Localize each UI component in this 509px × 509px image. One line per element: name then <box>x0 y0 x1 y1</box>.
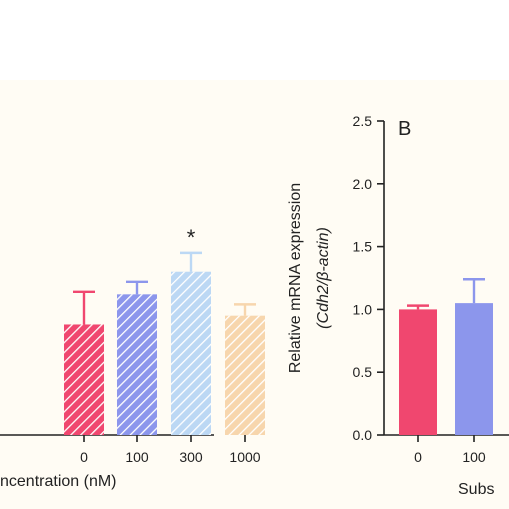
bar-hatch-0 <box>64 324 104 435</box>
y-tick-label: 2.0 <box>353 176 373 192</box>
panel-b-letter: B <box>398 118 411 140</box>
y-tick-label: 1.0 <box>353 301 373 317</box>
x-tick-label: 300 <box>179 449 203 465</box>
x-tick-label: 100 <box>125 449 149 465</box>
panel-b-x-axis-title: Subs <box>458 481 494 498</box>
bar-100 <box>455 303 493 435</box>
panel-a-chart: * 0 100 300 1000 ncentration (nM) <box>0 225 265 490</box>
panel-b-y-axis-title-line1: Relative mRNA expression <box>287 183 304 373</box>
panel-a-x-axis-title: ncentration (nM) <box>0 473 117 490</box>
y-tick-label: 2.5 <box>353 113 373 129</box>
x-tick-label: 100 <box>462 449 486 465</box>
panel-a-x-ticks: 0 100 300 1000 <box>80 435 261 465</box>
bar-hatch-300 <box>171 271 211 435</box>
x-tick-label: 0 <box>414 449 422 465</box>
panel-b-bars <box>399 278 493 435</box>
y-tick-label: 0.0 <box>353 427 373 443</box>
panel-b-y-axis-title-line2: (Cdh2/β-actin) <box>315 227 332 329</box>
significance-marker: * <box>187 225 196 250</box>
x-tick-label: 0 <box>80 449 88 465</box>
y-tick-label: 0.5 <box>353 364 373 380</box>
bar-hatch-100 <box>117 294 157 435</box>
bar-hatch-1000 <box>225 315 265 435</box>
y-tick-label: 1.5 <box>353 239 373 255</box>
panel-b-y-ticks: 0.0 0.5 1.0 1.5 2.0 2.5 <box>353 113 384 443</box>
bar-0 <box>399 309 437 435</box>
x-tick-label: 1000 <box>229 449 260 465</box>
panel-a-bars: * <box>64 225 265 435</box>
